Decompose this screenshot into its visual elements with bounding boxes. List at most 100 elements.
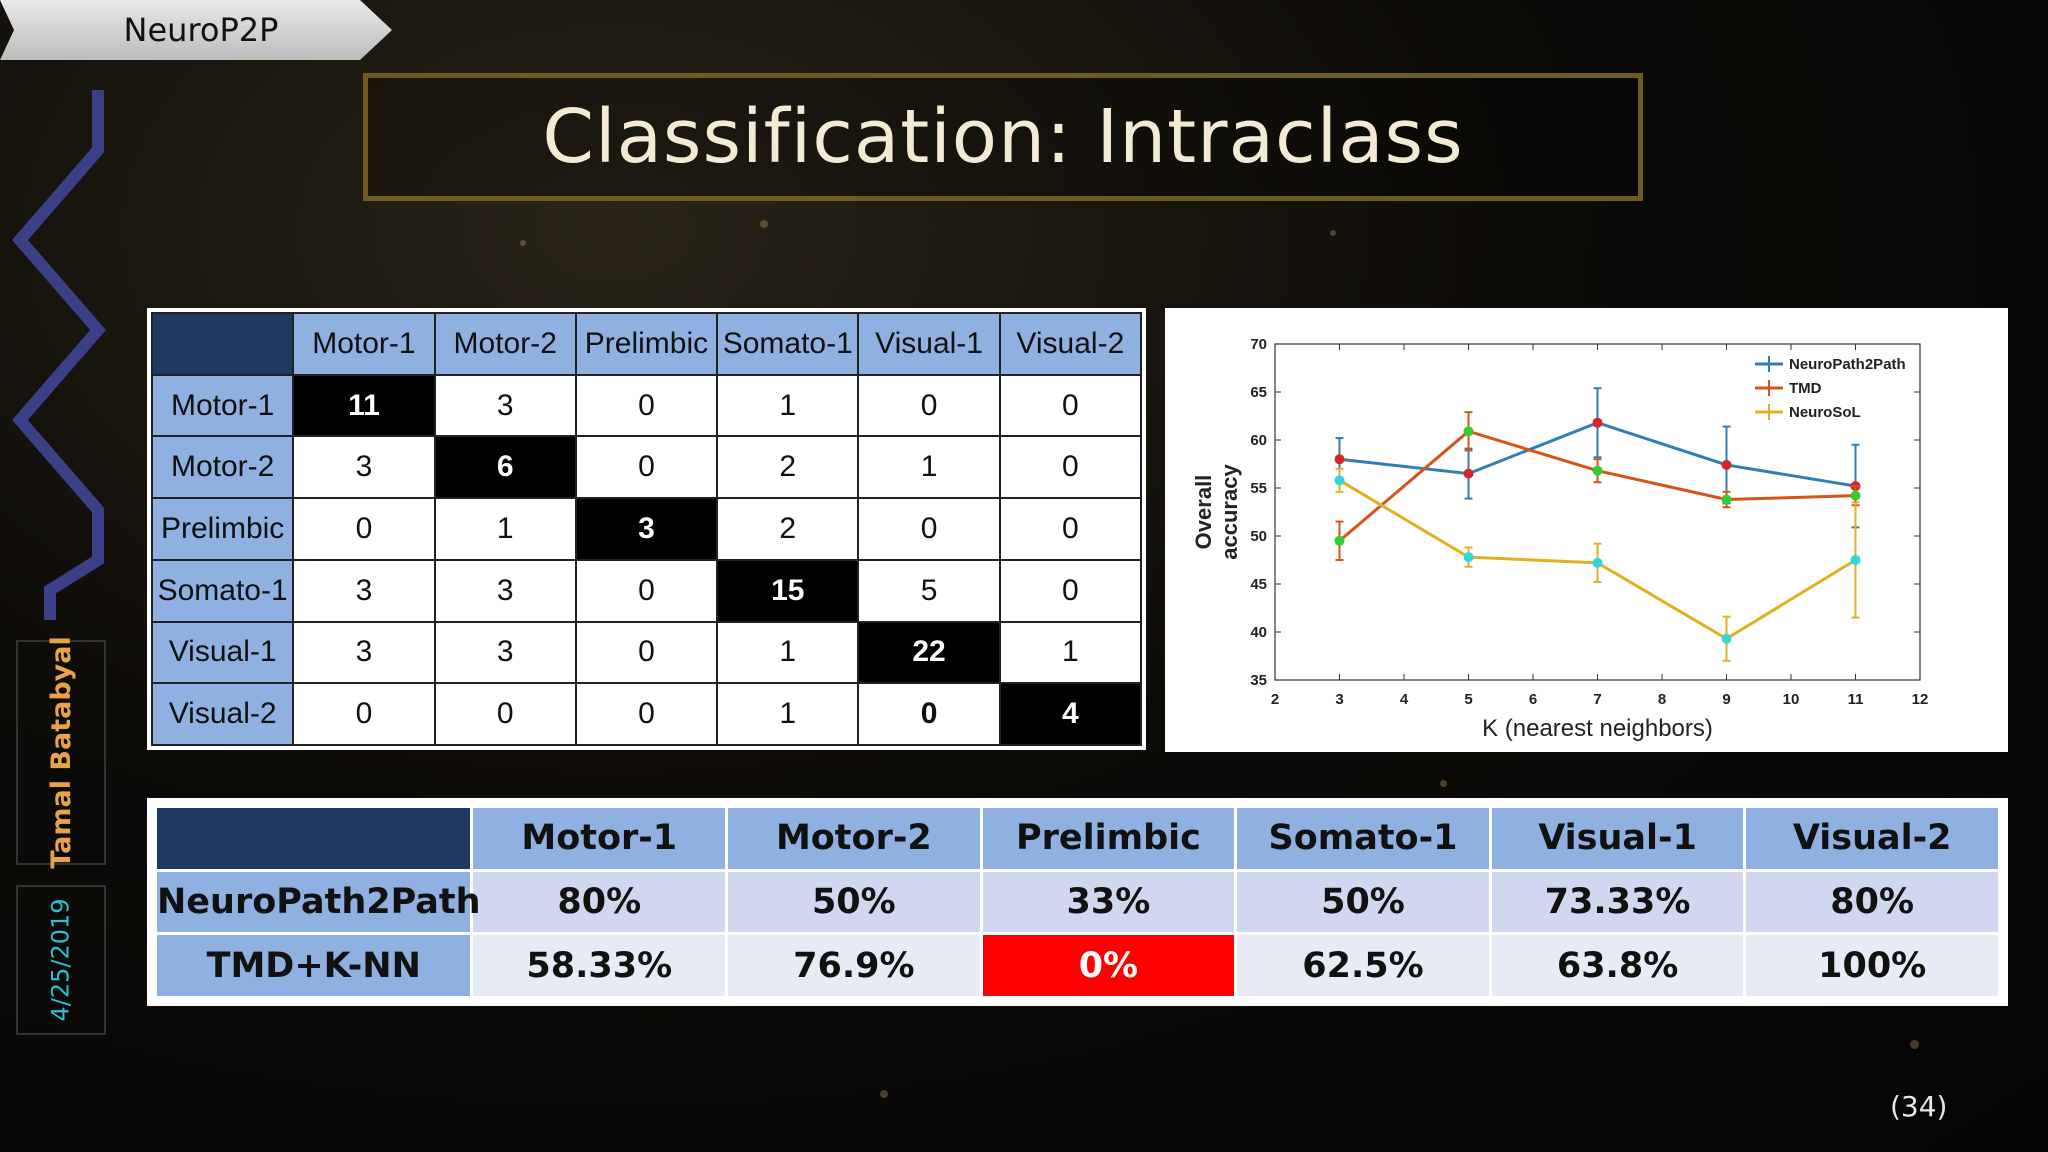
acc-cell: 63.8%	[1488, 932, 1747, 999]
cm-row: Visual-1 3 3 0 1 22 1	[150, 620, 1143, 685]
cm-cell: 3	[292, 435, 436, 500]
x-tick-label: 11	[1848, 691, 1864, 708]
cm-cell: 4	[998, 682, 1143, 746]
acc-row: NeuroPath2Path 80% 50% 33% 50% 73.33% 80…	[153, 868, 2001, 936]
cm-cell: 0	[857, 373, 1001, 438]
cm-cell: 0	[574, 435, 719, 500]
y-axis-label: accuracy	[1217, 464, 1242, 560]
background-dot	[1910, 1040, 1919, 1049]
date-box: 4/25/2019	[16, 885, 106, 1035]
x-tick-label: 2	[1271, 691, 1279, 708]
x-tick-label: 9	[1722, 691, 1730, 708]
acc-cell: 80%	[1743, 868, 2001, 936]
x-axis-label: K (nearest neighbors)	[1482, 715, 1713, 742]
y-tick-label: 70	[1250, 336, 1267, 353]
cm-cell: 0	[292, 682, 436, 746]
background-dot	[760, 220, 768, 228]
acc-cell: 73.33%	[1488, 868, 1747, 936]
data-point	[1721, 633, 1732, 644]
data-point	[1334, 535, 1345, 546]
acc-header-row: Motor-1 Motor-2 Prelimbic Somato-1 Visua…	[153, 805, 2001, 872]
cm-cell: 2	[716, 497, 860, 561]
cm-col-header: Prelimbic	[574, 312, 719, 376]
data-point	[1463, 426, 1474, 437]
cm-row: Motor-1 11 3 0 1 0 0	[150, 373, 1143, 438]
cm-cell: 1	[857, 435, 1001, 500]
cm-row: Prelimbic 0 1 3 2 0 0	[150, 497, 1143, 561]
page-number: (34)	[1890, 1090, 1948, 1123]
data-point	[1334, 454, 1345, 465]
cm-row-header: Somato-1	[150, 558, 295, 623]
y-tick-label: 60	[1250, 432, 1267, 449]
acc-col-header: Somato-1	[1234, 805, 1492, 872]
cm-cell: 2	[716, 435, 860, 500]
cm-cell: 0	[574, 373, 719, 438]
cm-cell: 1	[716, 620, 860, 685]
y-tick-label: 40	[1250, 624, 1267, 641]
acc-cell: 33%	[979, 868, 1238, 936]
slide-title: Classification: Intraclass	[542, 94, 1464, 180]
acc-corner	[153, 805, 474, 872]
acc-cell: 80%	[470, 868, 729, 936]
confusion-matrix-corner	[150, 312, 295, 376]
cm-cell: 1	[716, 682, 860, 746]
data-point	[1850, 555, 1861, 565]
cm-cell: 3	[433, 558, 577, 623]
cm-row-header: Motor-1	[150, 373, 295, 438]
cm-row: Somato-1 3 3 0 15 5 0	[150, 558, 1143, 623]
cm-cell: 0	[574, 620, 719, 685]
cm-cell: 0	[433, 682, 577, 746]
cm-cell: 3	[292, 620, 436, 685]
data-point	[1463, 468, 1474, 479]
cm-cell: 0	[998, 373, 1143, 438]
cm-cell: 0	[998, 558, 1143, 623]
background-dot	[880, 1090, 888, 1098]
accuracy-table: Motor-1 Motor-2 Prelimbic Somato-1 Visua…	[147, 798, 2008, 1006]
author-name: Tamal Batabyal	[45, 636, 77, 869]
acc-row: TMD+K-NN 58.33% 76.9% 0% 62.5% 63.8% 100…	[153, 932, 2001, 999]
legend-label: NeuroPath2Path	[1789, 356, 1906, 373]
cm-cell: 1	[716, 373, 860, 438]
brand-label: NeuroP2P	[123, 11, 279, 49]
cm-row: Motor-2 3 6 0 2 1 0	[150, 435, 1143, 500]
title-frame: Classification: Intraclass	[363, 73, 1643, 201]
acc-col-header: Prelimbic	[979, 805, 1238, 872]
y-tick-label: 55	[1250, 480, 1267, 497]
side-logo-graphic	[12, 90, 106, 620]
cm-col-header: Motor-1	[292, 312, 436, 376]
acc-cell: 100%	[1743, 932, 2001, 999]
cm-row-header: Visual-2	[150, 682, 295, 746]
x-tick-label: 3	[1335, 691, 1343, 708]
cm-cell: 0	[857, 497, 1001, 561]
y-tick-label: 35	[1250, 672, 1267, 689]
y-tick-label: 45	[1250, 576, 1267, 593]
y-tick-label: 50	[1250, 528, 1267, 545]
cm-cell: 0	[857, 682, 1001, 746]
acc-col-header: Visual-1	[1488, 805, 1747, 872]
x-tick-label: 8	[1658, 691, 1666, 708]
x-tick-label: 10	[1783, 691, 1800, 708]
data-point	[1721, 459, 1732, 470]
acc-cell: 62.5%	[1234, 932, 1492, 999]
cm-cell: 3	[292, 558, 436, 623]
cm-cell: 3	[433, 373, 577, 438]
x-tick-label: 7	[1593, 691, 1601, 708]
cm-cell: 3	[574, 497, 719, 561]
background-dot	[520, 240, 526, 246]
data-point	[1334, 475, 1345, 486]
cm-cell: 22	[857, 620, 1001, 685]
cm-col-header: Visual-1	[857, 312, 1001, 376]
acc-row-header: TMD+K-NN	[153, 932, 474, 999]
brand-tab: NeuroP2P	[0, 0, 392, 60]
acc-row-header: NeuroPath2Path	[153, 868, 481, 936]
data-point	[1592, 417, 1603, 428]
y-tick-label: 65	[1250, 384, 1267, 401]
cm-cell: 1	[433, 497, 577, 561]
cm-cell: 0	[292, 497, 436, 561]
background-dot	[1330, 230, 1336, 236]
legend-label: NeuroSoL	[1789, 404, 1861, 421]
cm-row-header: Prelimbic	[150, 497, 295, 561]
cm-cell: 15	[716, 558, 860, 623]
cm-col-header: Motor-2	[433, 312, 577, 376]
